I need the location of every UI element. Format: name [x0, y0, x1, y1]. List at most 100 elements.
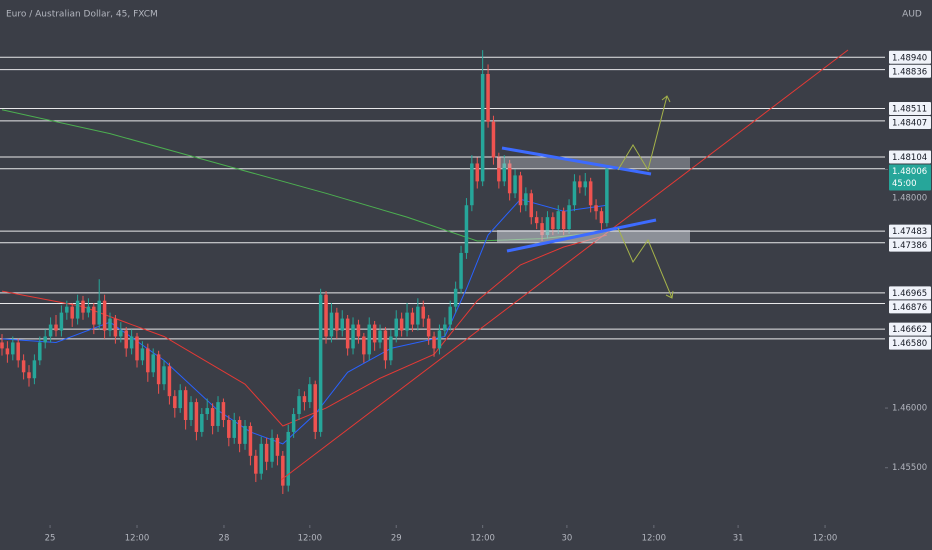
candle-body	[162, 366, 166, 385]
x-tick-label: 12:00	[125, 534, 150, 544]
x-tick-label: 12:00	[813, 534, 838, 544]
candle-body	[324, 294, 328, 337]
candle-body	[421, 306, 426, 319]
candle-body	[0, 342, 4, 349]
candle-body	[362, 336, 366, 355]
candle-body	[156, 354, 161, 385]
candle-body	[54, 324, 58, 331]
candle-body	[21, 360, 26, 373]
candle-body	[221, 402, 226, 420]
level-label-box	[889, 50, 931, 64]
level-label: 1.48407	[892, 118, 927, 128]
candle-body	[567, 205, 571, 230]
candle-body	[470, 163, 474, 206]
candle-body	[507, 163, 512, 194]
candle-body	[518, 175, 523, 206]
candle-body	[48, 324, 53, 337]
chart-title: Euro / Australian Dollar, 45, FXCM	[6, 10, 158, 20]
candle-body	[97, 300, 101, 325]
candle-body	[594, 205, 598, 212]
candle-body	[561, 211, 566, 230]
x-tick-label: 12:00	[298, 534, 323, 544]
candle-body	[200, 414, 204, 432]
y-tick-label: 1.46000	[892, 404, 927, 414]
candle-body	[248, 425, 253, 456]
candle-body	[92, 306, 96, 325]
candle-body	[497, 157, 501, 182]
candle-body	[540, 223, 544, 236]
candle-body	[345, 318, 350, 349]
level-label: 1.48836	[892, 67, 927, 77]
candle-body	[378, 330, 382, 343]
candle-body	[5, 348, 10, 355]
candle-body	[605, 168, 609, 224]
candle-body	[313, 384, 317, 432]
candle-body	[297, 396, 301, 415]
x-tick-label: 30	[561, 534, 572, 544]
candle-body	[524, 193, 528, 206]
candle-body	[475, 163, 480, 182]
candle-body	[243, 425, 247, 444]
level-label: 1.48104	[892, 153, 927, 163]
level-label-box	[889, 322, 931, 336]
candle-body	[167, 366, 172, 397]
x-tick-label: 31	[733, 534, 744, 544]
current-price: 1.48006	[892, 167, 927, 177]
candle-body	[335, 312, 339, 331]
candle-body	[183, 390, 188, 420]
candle-body	[275, 437, 280, 456]
candle-body	[599, 211, 604, 224]
projection-arrow	[617, 95, 668, 172]
candle-body	[27, 372, 31, 379]
arrow-head	[661, 95, 671, 103]
candle-body	[189, 402, 193, 420]
candle-body	[502, 163, 507, 182]
x-tick-label: 25	[45, 534, 56, 544]
level-label-box	[889, 64, 931, 78]
candle-body	[426, 318, 431, 337]
candle-body	[178, 390, 182, 409]
candle-body	[572, 181, 577, 206]
candle-body	[102, 300, 107, 331]
zone	[497, 230, 690, 242]
level-label-box	[889, 224, 931, 238]
x-tick-label: 29	[391, 534, 402, 544]
level-label: 1.48940	[892, 53, 927, 63]
candle-body	[75, 300, 80, 319]
candle-body	[453, 288, 458, 307]
candle-body	[270, 437, 274, 462]
level-label-box	[889, 286, 931, 300]
candle-body	[86, 306, 91, 313]
candle-body	[59, 312, 64, 331]
candle-body	[32, 360, 37, 379]
x-tick-label: 12:00	[642, 534, 667, 544]
candle-body	[43, 336, 47, 343]
current-price-box	[889, 164, 931, 191]
level-label: 1.46965	[892, 289, 927, 299]
candle-body	[399, 318, 404, 331]
level-label: 1.46580	[892, 339, 927, 349]
candle-body	[383, 330, 388, 361]
levels-layer	[0, 56, 885, 340]
candle-body	[372, 324, 377, 343]
triangle-line	[501, 146, 652, 176]
candle-body	[232, 420, 236, 438]
candle-body	[259, 443, 263, 474]
level-label: 1.47386	[892, 241, 927, 251]
candle-body	[302, 396, 307, 403]
candle-body	[459, 252, 463, 289]
x-tick-label: 28	[219, 534, 230, 544]
candle-body	[394, 318, 398, 337]
candle-body	[480, 73, 485, 182]
level-label-box	[889, 336, 931, 350]
candle-body	[16, 342, 20, 361]
candle-body	[129, 336, 134, 349]
candle-body	[513, 175, 517, 194]
level-label-box	[889, 238, 931, 252]
candle-body	[113, 318, 118, 337]
x-tick-label: 12:00	[470, 534, 495, 544]
candle-body	[216, 402, 220, 426]
y-tick-label: 1.48000	[892, 194, 927, 204]
